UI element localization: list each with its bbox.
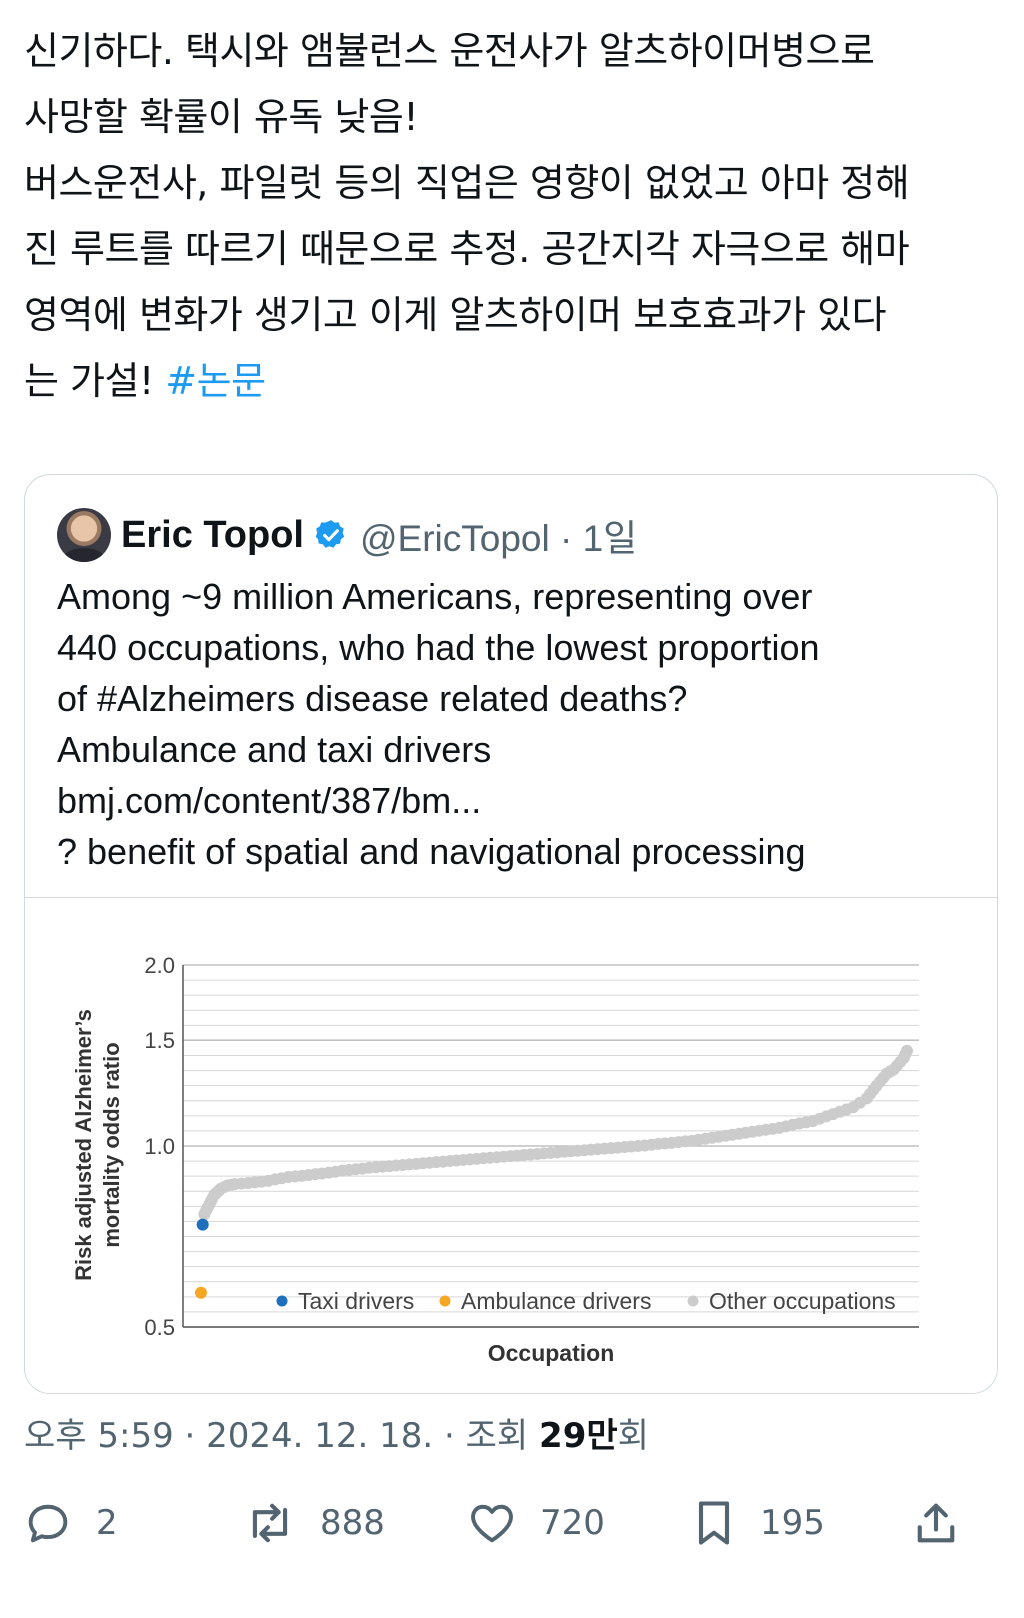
bookmark-icon	[690, 1497, 738, 1549]
legend-marker	[439, 1295, 451, 1307]
y-tick-label: 1.5	[144, 1028, 175, 1053]
quoted-tweet-card[interactable]: Eric Topol @EricTopol · 1일 Among ~9 mill…	[24, 474, 998, 1394]
legend-entry: Taxi drivers	[298, 1288, 414, 1314]
tweet-text: 신기하다. 택시와 앰뷸런스 운전사가 알츠하이머병으로 사망할 확률이 유독 …	[24, 18, 1000, 414]
legend-entry: Other occupations	[709, 1288, 896, 1314]
timestamp-text[interactable]: 오후 5:59 · 2024. 12. 18. · 조회	[24, 1415, 540, 1456]
y-tick-labels: 2.0 1.5 1.0 0.5	[144, 953, 175, 1340]
quoted-tweet-text: Among ~9 million Americans, representing…	[57, 576, 820, 872]
like-count: 720	[540, 1503, 605, 1543]
y-axis-label-line2: mortality odds ratio	[99, 1042, 124, 1247]
legend-marker	[687, 1295, 699, 1307]
chart-points	[195, 1044, 913, 1299]
chart-image[interactable]: 2.0 1.5 1.0 0.5 Taxi drivers Ambulance drive…	[25, 899, 997, 1393]
share-icon	[910, 1497, 962, 1549]
hashtag-link[interactable]: #논문	[165, 359, 266, 403]
legend-marker	[276, 1295, 288, 1307]
action-bar: 2 888 720 195	[0, 1478, 1024, 1568]
share-button[interactable]	[910, 1478, 962, 1568]
data-point	[901, 1044, 913, 1057]
data-point	[195, 1286, 207, 1299]
chart-gridlines	[183, 964, 919, 1328]
retweet-count: 888	[320, 1503, 385, 1543]
legend-entry: Ambulance drivers	[461, 1288, 651, 1314]
y-tick-label: 0.5	[144, 1315, 175, 1340]
reply-count: 2	[96, 1503, 118, 1543]
divider	[25, 897, 997, 898]
scatter-chart: 2.0 1.5 1.0 0.5 Taxi drivers Ambulance drive…	[71, 953, 919, 1366]
bookmark-button[interactable]: 195	[690, 1478, 825, 1568]
like-button[interactable]: 720	[466, 1478, 605, 1568]
retweet-button[interactable]: 888	[242, 1478, 385, 1568]
y-tick-label: 2.0	[144, 953, 175, 978]
quoted-author-name[interactable]: Eric Topol	[121, 513, 304, 556]
verified-badge-icon	[314, 518, 348, 552]
bookmark-count: 195	[760, 1503, 825, 1543]
y-axis-label-line1: Risk adjusted Alzheimer’s	[71, 1009, 96, 1281]
reply-button[interactable]: 2	[22, 1478, 118, 1568]
retweet-icon	[242, 1497, 298, 1549]
quoted-author-handle[interactable]: @EricTopol · 1일	[359, 518, 638, 559]
x-axis-label: Occupation	[488, 1340, 615, 1366]
heart-icon	[466, 1497, 518, 1549]
quoted-tweet-header: Eric Topol @EricTopol · 1일	[57, 507, 637, 563]
tweet-body: 신기하다. 택시와 앰뷸런스 운전사가 알츠하이머병으로 사망할 확률이 유독 …	[24, 29, 910, 403]
views-suffix: 회	[617, 1415, 649, 1456]
y-tick-label: 1.0	[144, 1134, 175, 1159]
views-count: 29만	[539, 1415, 618, 1456]
avatar[interactable]	[57, 508, 111, 562]
reply-icon	[22, 1497, 74, 1549]
tweet-timestamp: 오후 5:59 · 2024. 12. 18. · 조회 29만 회	[24, 1402, 649, 1462]
chart-axes	[182, 965, 919, 1328]
data-point	[196, 1218, 209, 1231]
chart-legend: Taxi drivers Ambulance drivers Other occup…	[276, 1288, 896, 1314]
